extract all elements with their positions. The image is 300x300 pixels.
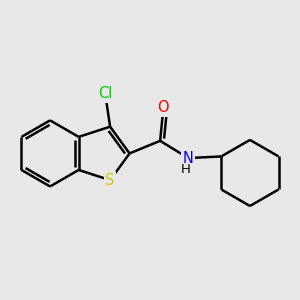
Text: Cl: Cl <box>98 86 112 101</box>
Text: N: N <box>183 151 194 166</box>
Text: S: S <box>105 173 115 188</box>
Text: H: H <box>181 163 190 176</box>
Text: O: O <box>158 100 169 116</box>
